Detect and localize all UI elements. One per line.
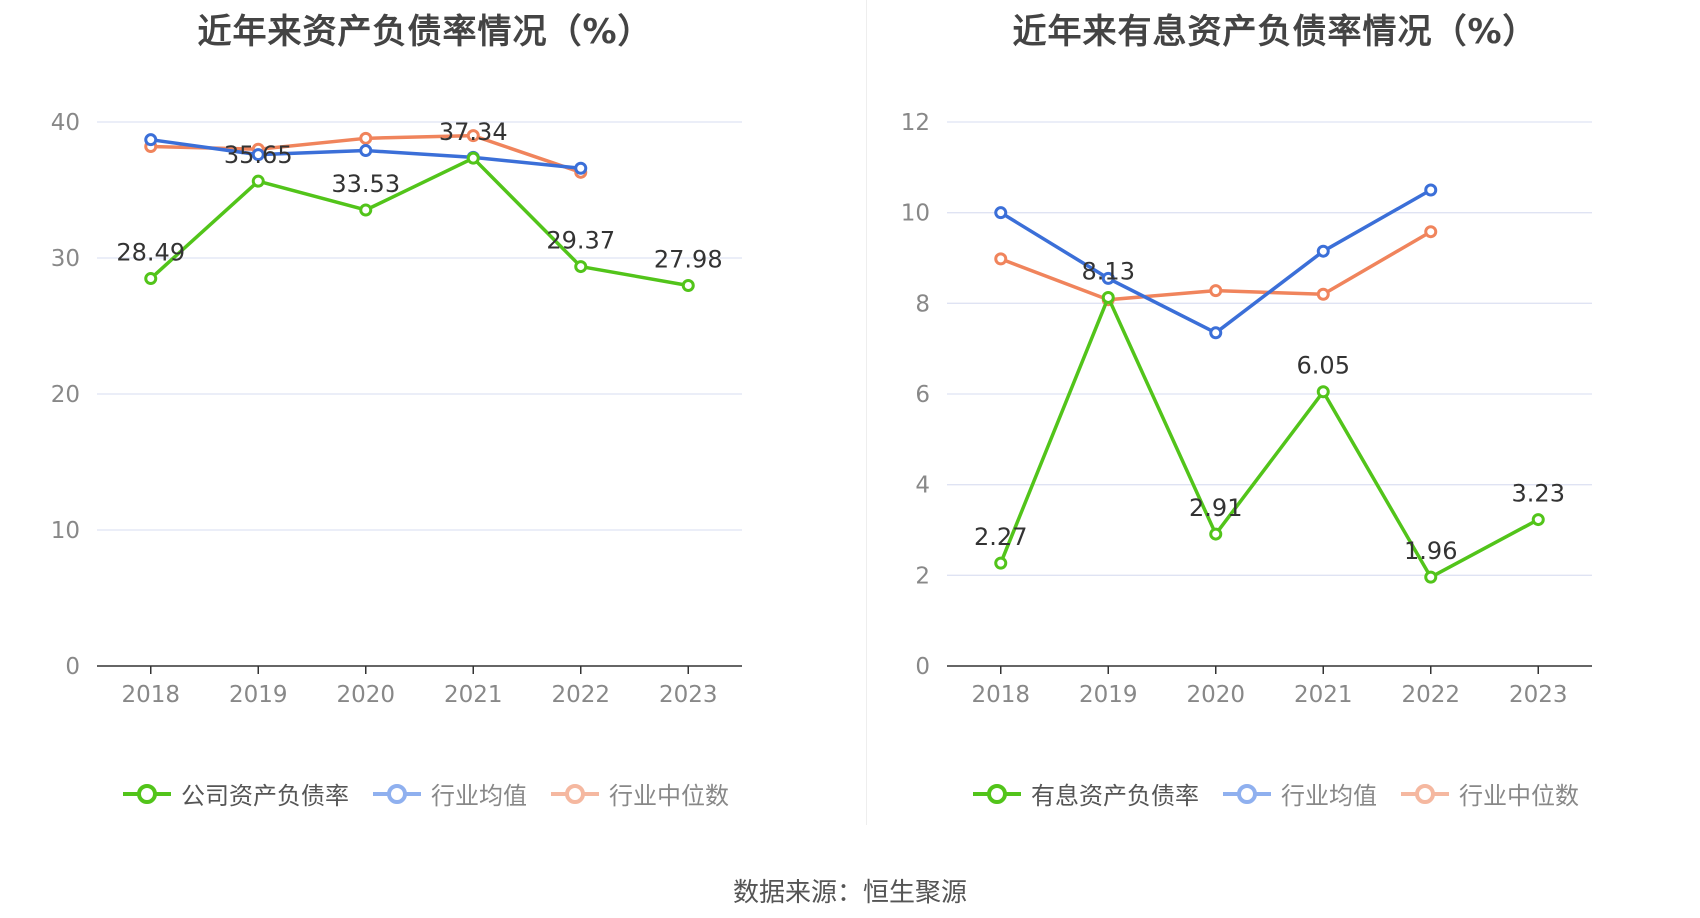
data-point[interactable]: [144, 133, 158, 147]
legend-line-marker-icon: [973, 783, 1021, 804]
chart-legend: 公司资产负债率 行业均值 行业中位数: [0, 776, 850, 811]
data-label: 1.96: [1404, 537, 1457, 565]
data-point[interactable]: [1101, 290, 1115, 304]
data-point[interactable]: [1316, 385, 1330, 399]
y-tick-label: 0: [915, 654, 930, 680]
y-tick-label: 2: [915, 563, 930, 589]
x-tick-label: 2018: [121, 682, 180, 708]
chart-panel-interest-debt-ratio: 近年来有息资产负债率情况（%） 0 2 4 6 8 10 12 2018 2019 2020 202…: [850, 0, 1700, 830]
x-tick-label: 2019: [229, 682, 288, 708]
data-point[interactable]: [1531, 513, 1545, 527]
y-tick-label: 20: [51, 382, 80, 408]
legend-line-marker-icon: [551, 783, 599, 804]
y-tick-label: 0: [65, 654, 80, 680]
x-tick-label: 2021: [444, 682, 503, 708]
data-point[interactable]: [144, 272, 158, 286]
data-label: 8.13: [1082, 257, 1135, 285]
data-point[interactable]: [1316, 287, 1330, 301]
data-label: 27.98: [654, 245, 723, 273]
x-tick-label: 2022: [1401, 682, 1460, 708]
legend-item-industry-average[interactable]: 行业均值: [1221, 776, 1377, 811]
data-point[interactable]: [994, 206, 1008, 220]
data-point[interactable]: [1101, 271, 1115, 285]
data-point[interactable]: [1209, 326, 1223, 340]
data-point[interactable]: [574, 260, 588, 274]
data-point[interactable]: [359, 131, 373, 145]
legend-line-marker-icon: [1223, 783, 1271, 804]
data-point[interactable]: [466, 129, 480, 143]
y-tick-label: 40: [51, 110, 80, 136]
legend-item-company[interactable]: 公司资产负债率: [121, 776, 349, 811]
y-tick-label: 6: [915, 382, 930, 408]
data-label: 35.65: [224, 141, 293, 169]
data-label: 28.49: [116, 239, 185, 267]
x-tick-label: 2022: [551, 682, 610, 708]
data-label: 2.27: [974, 523, 1027, 551]
data-point[interactable]: [1209, 284, 1223, 298]
legend-item-company[interactable]: 有息资产负债率: [971, 776, 1199, 811]
data-point[interactable]: [359, 144, 373, 158]
legend-line-marker-icon: [373, 783, 421, 804]
company-rate-line: [999, 295, 1540, 579]
y-tick-label: 4: [915, 473, 930, 499]
data-point[interactable]: [681, 278, 695, 292]
data-point[interactable]: [1316, 244, 1330, 258]
data-label: 6.05: [1297, 352, 1350, 380]
data-label: 33.53: [331, 170, 400, 198]
y-tick-label: 10: [901, 201, 930, 227]
x-tick-label: 2023: [1509, 682, 1568, 708]
data-point[interactable]: [1424, 183, 1438, 197]
legend-item-industry-median[interactable]: 行业中位数: [549, 776, 729, 811]
data-point[interactable]: [1424, 570, 1438, 584]
chart-title: 近年来有息资产负债率情况（%）: [1012, 12, 1538, 52]
data-label: 3.23: [1512, 480, 1565, 508]
x-tick-label: 2021: [1294, 682, 1353, 708]
data-point[interactable]: [466, 151, 480, 165]
legend-item-industry-average[interactable]: 行业均值: [371, 776, 527, 811]
chart-title: 近年来资产负债率情况（%）: [197, 12, 653, 52]
x-tick-label: 2019: [1079, 682, 1138, 708]
x-tick-label: 2020: [1186, 682, 1245, 708]
legend-label: 行业中位数: [1459, 782, 1579, 810]
x-tick-label: 2023: [659, 682, 718, 708]
panel-divider: [866, 0, 867, 825]
y-tick-label: 10: [51, 518, 80, 544]
y-tick-label: 30: [51, 246, 80, 272]
chart-legend: 有息资产负债率 行业均值 行业中位数: [850, 776, 1700, 811]
legend-label: 行业均值: [1281, 782, 1377, 810]
legend-label: 有息资产负债率: [1031, 782, 1199, 810]
company-rate-line: [149, 156, 689, 288]
data-point[interactable]: [1424, 225, 1438, 239]
industry-average-line: [999, 188, 1432, 335]
data-point[interactable]: [574, 161, 588, 175]
chart-panel-debt-ratio: 近年来资产负债率情况（%） 0 10 20 30 40 2018 2019 2020 2021 2…: [0, 0, 850, 830]
data-point[interactable]: [251, 174, 265, 188]
legend-line-marker-icon: [123, 783, 171, 804]
data-label: 2.91: [1189, 494, 1242, 522]
y-tick-label: 8: [915, 291, 930, 317]
x-tick-label: 2020: [336, 682, 395, 708]
data-point[interactable]: [251, 148, 265, 162]
data-point[interactable]: [994, 556, 1008, 570]
data-point[interactable]: [1209, 527, 1223, 541]
data-point[interactable]: [994, 252, 1008, 266]
legend-label: 公司资产负债率: [181, 782, 349, 810]
y-tick-label: 12: [901, 110, 930, 136]
line-chart-interest-debt-ratio: 0 2 4 6 8 10 12 2018 2019 2020 2021 2022 2023 2.27 8.1…: [901, 110, 1592, 708]
data-source-note: 数据来源：恒生聚源: [732, 878, 967, 908]
data-point[interactable]: [359, 203, 373, 217]
x-tick-label: 2018: [971, 682, 1030, 708]
data-label: 37.34: [439, 118, 508, 146]
legend-label: 行业均值: [431, 782, 527, 810]
line-chart-debt-ratio: 0 10 20 30 40 2018 2019 2020 2021 2022 2023 28.49 35…: [51, 110, 742, 708]
legend-line-marker-icon: [1401, 783, 1449, 804]
legend-label: 行业中位数: [609, 782, 729, 810]
legend-item-industry-median[interactable]: 行业中位数: [1399, 776, 1579, 811]
data-label: 29.37: [546, 227, 615, 255]
